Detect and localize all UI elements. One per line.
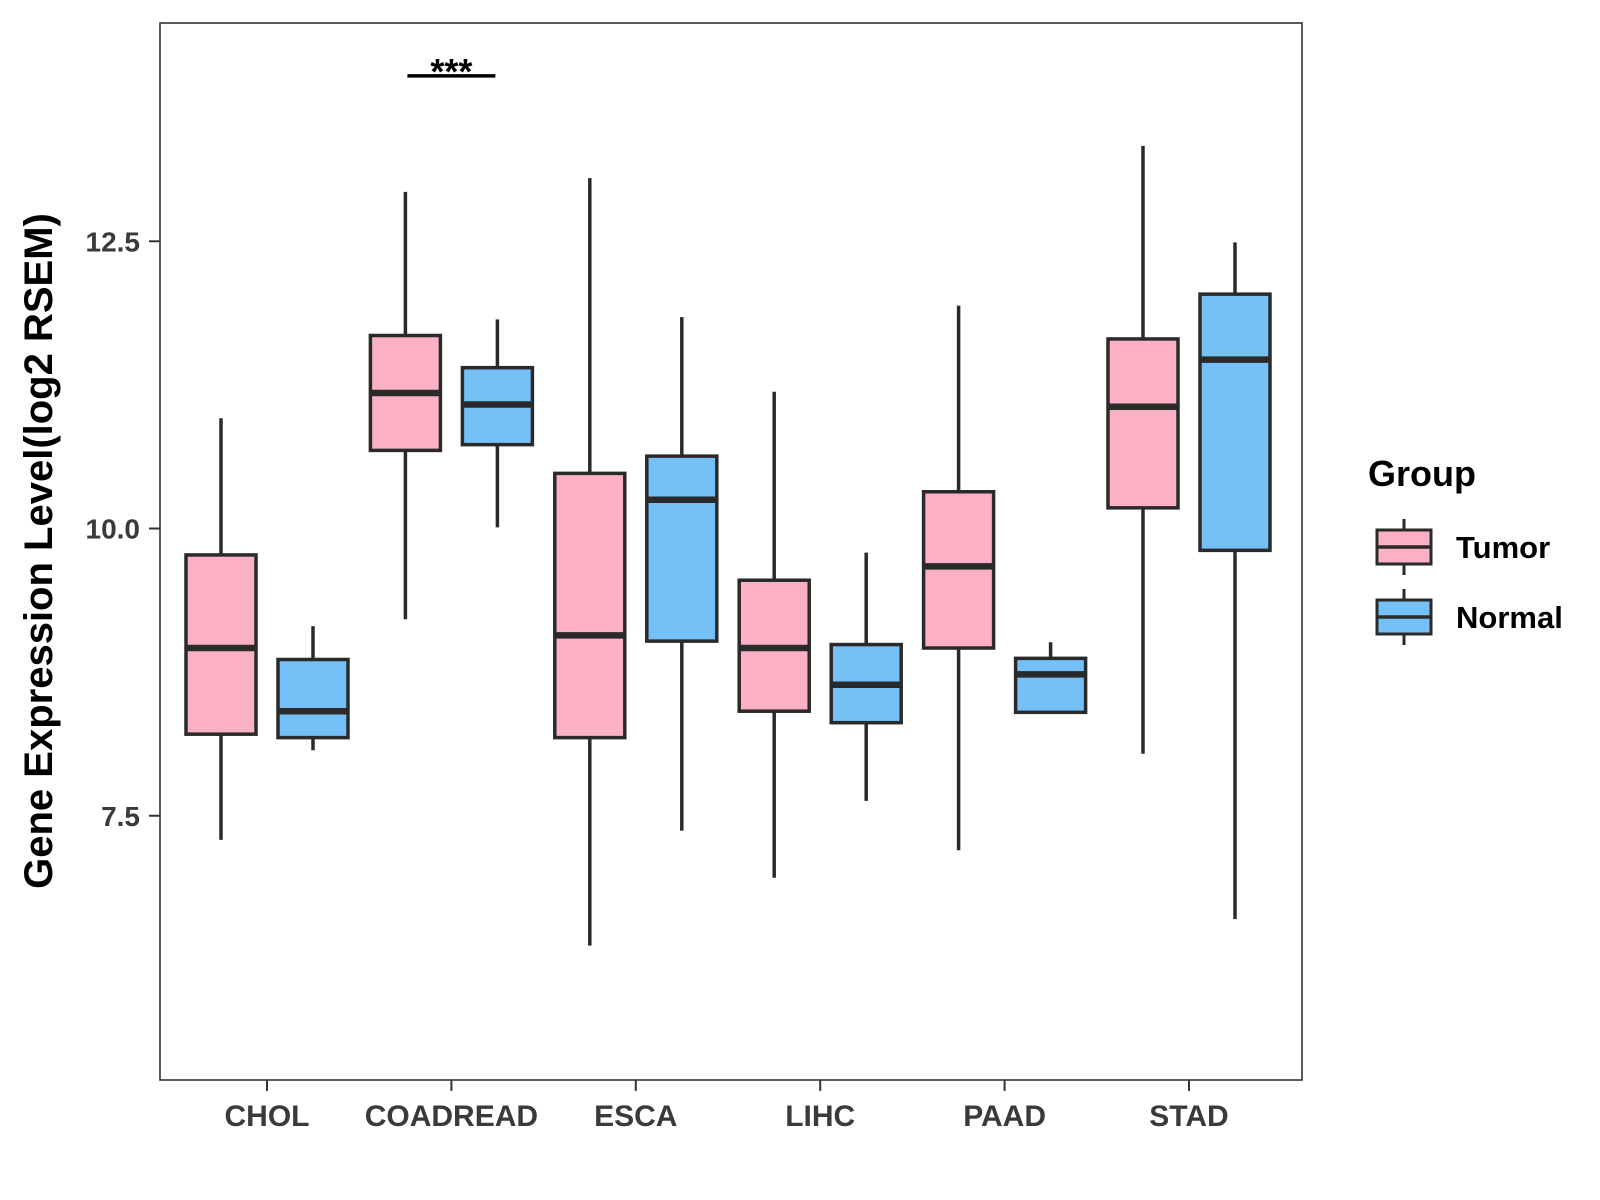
box-lihc-tumor <box>737 391 811 878</box>
x-tick-label-coadread: COADREAD <box>365 1100 538 1133</box>
legend-item-tumor: Tumor <box>1375 519 1550 575</box>
box-coadread-normal <box>460 319 535 528</box>
box-chol-normal <box>276 626 350 751</box>
significance-label: *** <box>430 51 472 92</box>
y-tick-label: 12.5 <box>86 226 141 257</box>
box-paad-tumor <box>921 305 996 851</box>
box-coadread-tumor <box>368 191 443 620</box>
box-iqr <box>645 454 719 643</box>
x-tick-label-esca: ESCA <box>594 1100 677 1133</box>
legend-label-tumor: Tumor <box>1456 530 1550 565</box>
box-stad-tumor <box>1106 145 1180 754</box>
legend-label-normal: Normal <box>1456 600 1563 635</box>
box-iqr <box>1106 337 1180 510</box>
annotation-layer: *** <box>407 51 496 92</box>
x-tick-label-chol: CHOL <box>225 1100 310 1133</box>
box-esca-normal <box>645 317 719 831</box>
box-paad-normal <box>1013 642 1088 715</box>
legend-items: Tumor Normal <box>1375 519 1563 645</box>
y-tick-label: 10.0 <box>86 514 141 545</box>
x-tick-label-stad: STAD <box>1149 1100 1228 1133</box>
box-esca-tumor <box>553 178 627 946</box>
box-iqr <box>276 657 350 740</box>
box-iqr <box>184 553 258 736</box>
x-tick-label-paad: PAAD <box>963 1100 1046 1133</box>
legend-title: Group <box>1368 453 1476 494</box>
legend-item-normal: Normal <box>1375 589 1563 645</box>
box-iqr <box>1198 292 1272 553</box>
legend: Group Tumor Normal <box>1368 453 1563 645</box>
box-iqr <box>553 471 627 740</box>
axes-layer: CHOL COADREAD ESCA LIHC PAAD STAD 7.5 10.0 12.5 <box>86 22 1303 1133</box>
y-tick-label: 7.5 <box>101 801 140 832</box>
plot-panel-border <box>159 22 1303 1081</box>
x-tick-label-lihc: LIHC <box>785 1100 855 1133</box>
box-chol-tumor <box>184 418 258 840</box>
y-axis-title: Gene Expression Level(log2 RSEM) <box>17 213 61 889</box>
boxes-layer <box>184 145 1272 946</box>
box-iqr <box>1013 656 1088 715</box>
box-iqr <box>921 490 996 650</box>
box-lihc-normal <box>829 552 903 801</box>
box-stad-normal <box>1198 242 1272 920</box>
